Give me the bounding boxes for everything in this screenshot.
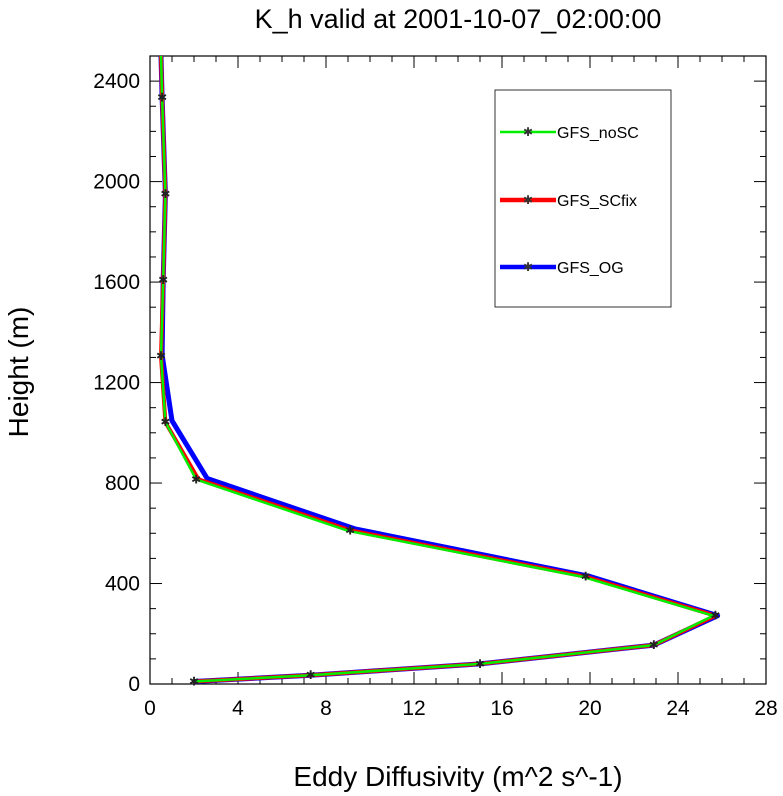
legend-marker-gfs-og: ✱ bbox=[523, 260, 533, 274]
legend-item-gfs-scfix: ✱ GFS_SCfix bbox=[500, 193, 637, 210]
data-point-marker: ✱ bbox=[475, 657, 485, 671]
data-point-marker: ✱ bbox=[649, 638, 659, 652]
x-axis-ticks bbox=[149, 56, 767, 684]
legend-label-gfs-nosc: GFS_noSC bbox=[557, 125, 639, 142]
y-axis-tick-labels: 0 400 800 1200 1600 2000 2400 bbox=[93, 70, 140, 696]
x-tick-label: 8 bbox=[320, 697, 332, 720]
x-tick-label: 12 bbox=[402, 697, 425, 720]
x-tick-label: 16 bbox=[490, 697, 513, 720]
series-lines bbox=[158, 55, 721, 684]
legend-item-gfs-og: ✱ GFS_OG bbox=[500, 260, 624, 277]
y-axis-ticks bbox=[150, 55, 766, 685]
y-tick-label: 1200 bbox=[93, 372, 140, 395]
data-point-marker: ✱ bbox=[345, 523, 355, 537]
legend-label-gfs-og: GFS_OG bbox=[557, 260, 624, 277]
data-point-marker: ✱ bbox=[306, 668, 316, 682]
x-axis-tick-labels: 0 4 8 12 16 20 24 28 bbox=[144, 697, 778, 720]
legend-label-gfs-scfix: GFS_SCfix bbox=[557, 193, 637, 210]
data-point-marker: ✱ bbox=[160, 187, 170, 201]
x-tick-label: 20 bbox=[578, 697, 601, 720]
data-point-marker: ✱ bbox=[191, 472, 201, 486]
y-tick-label: 2400 bbox=[93, 70, 140, 93]
x-tick-label: 0 bbox=[144, 697, 156, 720]
x-tick-label: 4 bbox=[232, 697, 244, 720]
y-tick-label: 2000 bbox=[93, 171, 140, 194]
chart-title: K_h valid at 2001-10-07_02:00:00 bbox=[255, 4, 662, 34]
x-tick-label: 28 bbox=[754, 697, 777, 720]
data-point-marker: ✱ bbox=[158, 273, 168, 287]
legend-item-gfs-nosc: ✱ GFS_noSC bbox=[500, 125, 639, 142]
plot-frame bbox=[149, 55, 767, 685]
legend: ✱ GFS_noSC ✱ GFS_SCfix ✱ GFS_OG bbox=[494, 89, 672, 308]
x-axis-label: Eddy Diffusivity (m^2 s^-1) bbox=[293, 761, 622, 792]
data-point-marker: ✱ bbox=[156, 349, 166, 363]
data-point-marker: ✱ bbox=[581, 570, 591, 584]
data-point-marker: ✱ bbox=[160, 415, 170, 429]
data-point-marker: ✱ bbox=[710, 609, 720, 623]
y-tick-label: 1600 bbox=[93, 271, 140, 294]
data-point-marker: ✱ bbox=[189, 674, 199, 688]
series-line-gfs-nosc bbox=[159, 55, 715, 683]
data-point-marker: ✱ bbox=[157, 90, 167, 104]
y-tick-label: 0 bbox=[128, 673, 140, 696]
x-tick-label: 24 bbox=[666, 697, 690, 720]
y-tick-label: 800 bbox=[105, 472, 140, 495]
y-tick-label: 400 bbox=[105, 573, 140, 596]
y-axis-label: Height (m) bbox=[3, 307, 34, 438]
legend-marker-gfs-nosc: ✱ bbox=[523, 125, 533, 139]
series-markers: ✱ ✱ ✱ ✱ ✱ ✱ ✱ ✱ ✱ ✱ ✱ ✱ ✱ bbox=[156, 90, 720, 688]
legend-marker-gfs-scfix: ✱ bbox=[523, 193, 533, 207]
